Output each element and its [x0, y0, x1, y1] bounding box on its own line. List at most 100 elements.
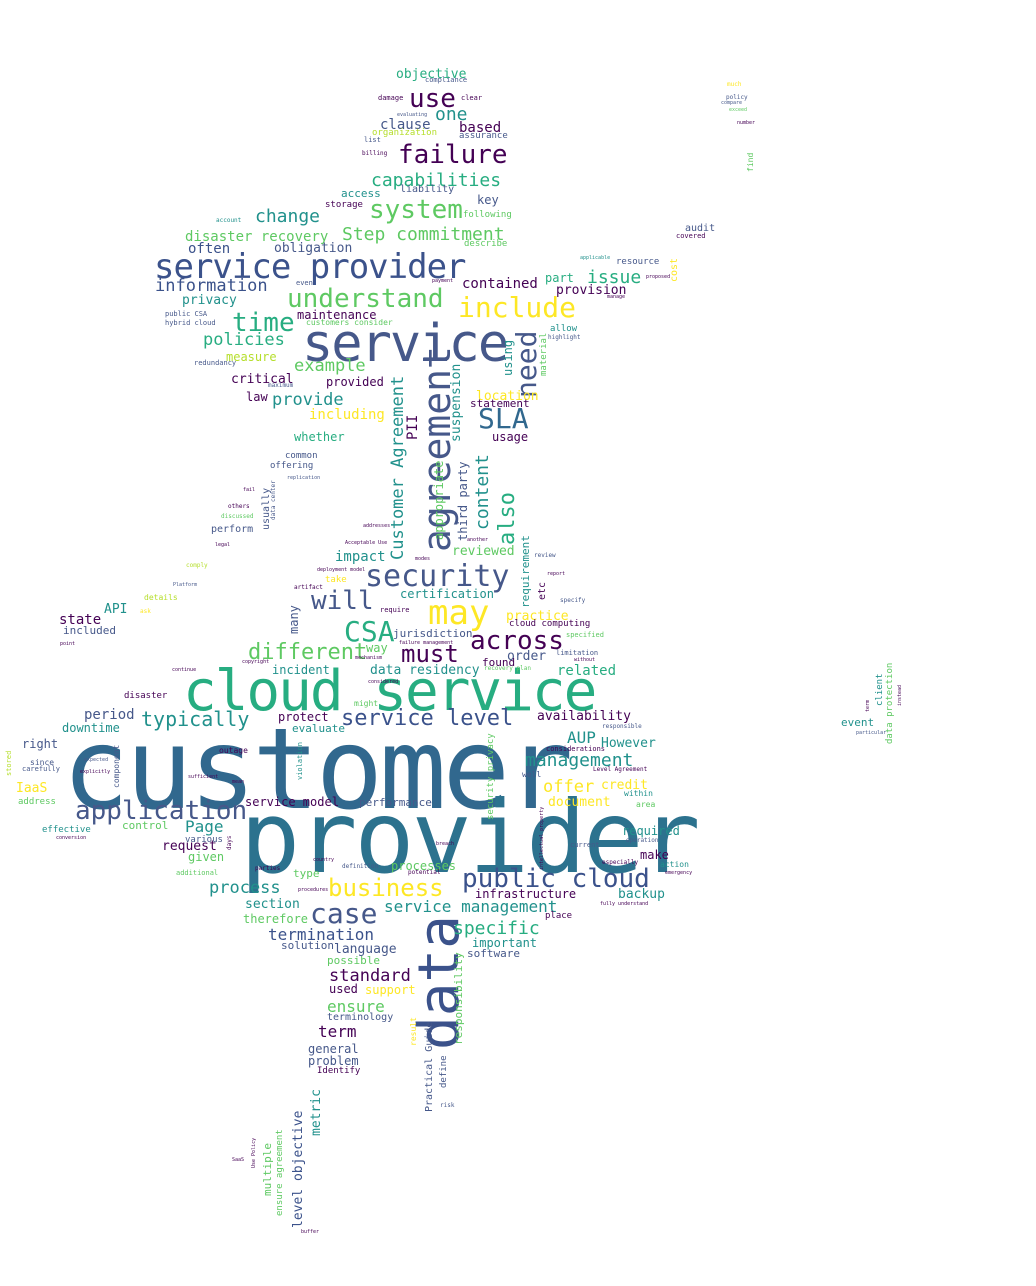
word-aup: AUP — [567, 728, 596, 747]
word-offer: offer — [543, 777, 595, 797]
word-breach: breach — [436, 841, 455, 847]
word-request: request — [162, 839, 217, 854]
word-specific: specific — [453, 918, 540, 939]
word-damage: damage — [378, 94, 404, 102]
word-provide: provide — [272, 390, 344, 410]
word-instead: instead — [897, 684, 903, 706]
word-days: days — [226, 835, 233, 850]
word-common: common — [285, 451, 318, 461]
word-violation: violation — [296, 742, 304, 780]
word-may: may — [428, 593, 490, 633]
word-provision: provision — [556, 283, 627, 298]
word-sla: SLA — [478, 402, 529, 435]
word-policy: policy — [726, 94, 748, 101]
word-used: used — [329, 982, 358, 996]
word-termination: termination — [268, 925, 374, 944]
word-material: material — [539, 332, 549, 376]
word-reviewed: reviewed — [452, 544, 515, 559]
word-take: take — [325, 575, 347, 585]
word-one: one — [435, 104, 468, 125]
word-obligation: obligation — [274, 241, 353, 256]
word-data-residency: data residency — [370, 663, 480, 678]
word-country: country — [313, 857, 335, 863]
word-incident: incident — [272, 663, 330, 677]
word-replication: replication — [287, 475, 321, 481]
word-ensure-agreement: ensure agreement — [275, 1129, 285, 1216]
word-saas: SaaS — [232, 1157, 245, 1163]
word-downtime: downtime — [62, 721, 120, 735]
word-impact: impact — [335, 549, 386, 565]
word-recovery-plan: recovery plan — [484, 665, 531, 672]
word-list: list — [364, 136, 381, 144]
word-provider: provider — [240, 779, 701, 896]
word-failure-management: failure management — [399, 640, 454, 646]
word-conversion: conversion — [56, 835, 87, 841]
word-management: management — [525, 750, 634, 771]
word-compliance: compliance — [425, 76, 468, 84]
word-order: order — [507, 649, 547, 664]
word-buffer: buffer — [301, 1229, 320, 1235]
word-security-privacy: security privacy — [486, 733, 496, 820]
word-since: since — [30, 758, 55, 767]
word-artifact: artifact — [294, 584, 323, 591]
word-require: require — [380, 606, 410, 614]
word-terminology: terminology — [327, 1012, 394, 1023]
word-key: key — [477, 193, 499, 207]
word-another: another — [467, 537, 489, 543]
word-procedures: procedures — [298, 887, 329, 893]
word-api: API — [104, 602, 128, 617]
word-hybrid-cloud: hybrid cloud — [165, 319, 216, 327]
word-given: given — [188, 850, 225, 864]
word-highlight: highlight — [548, 334, 581, 341]
word-client: client — [875, 673, 885, 706]
word-iaas: IaaS — [16, 781, 48, 796]
word-ensure: ensure — [327, 997, 385, 1016]
word-customers-consider: customers consider — [306, 318, 393, 327]
word-access: access — [341, 187, 381, 200]
word-include: include — [458, 291, 577, 324]
word-infrastructure: infrastructure — [475, 887, 577, 901]
word-practice: practice — [506, 609, 569, 624]
word-platform: Platform — [173, 582, 198, 588]
word-statement: statement — [470, 397, 530, 410]
word-effective: effective — [42, 825, 91, 835]
word-mean: mean — [232, 779, 245, 785]
word-area: area — [636, 800, 656, 809]
word-component: component — [112, 744, 121, 788]
word-term-right: term — [865, 699, 871, 712]
word-redundancy: redundancy — [194, 359, 237, 367]
word-legal: legal — [215, 542, 231, 548]
word-describe: describe — [464, 239, 508, 249]
word-intellectual-property: intellectual property — [539, 806, 545, 870]
word-many: many — [287, 605, 301, 634]
word-additional: additional — [176, 869, 219, 877]
word-appropriate: appropriate — [432, 460, 446, 540]
word-review: review — [534, 552, 556, 559]
word-service-level: service level — [341, 706, 514, 731]
word-often: often — [188, 241, 231, 257]
word-control: control — [122, 819, 169, 832]
word-discussed: discussed — [221, 513, 254, 520]
word-mechanism: mechanism — [355, 655, 383, 661]
word-covered: covered — [676, 232, 706, 240]
word-provided: provided — [326, 375, 384, 389]
word-understand: understand — [287, 284, 444, 314]
word-risk: risk — [440, 1102, 455, 1109]
word-time: time — [232, 308, 295, 338]
word-support: support — [365, 983, 416, 997]
word-metric: metric — [309, 1089, 324, 1136]
word-proposed: proposed — [646, 274, 671, 280]
word-considerations: considerations — [546, 745, 606, 753]
word-compare: compare — [721, 100, 743, 106]
word-specify: specify — [560, 597, 586, 604]
word-multiple: multiple — [261, 1143, 274, 1196]
word-third-party: third party — [456, 461, 470, 541]
word-included: included — [63, 624, 116, 637]
word-etc: etc — [537, 581, 548, 600]
word-resource: resource — [616, 257, 660, 267]
word-step-commitment: Step commitment — [342, 224, 505, 245]
word-definition: definition — [342, 863, 379, 870]
word-performance: performance — [359, 796, 432, 809]
word-possible: possible — [327, 954, 380, 967]
